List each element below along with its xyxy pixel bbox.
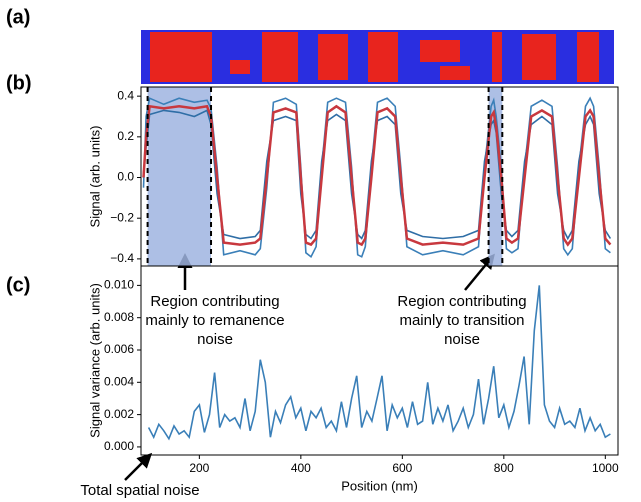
panel-label: (b) — [6, 72, 32, 94]
arrow — [124, 452, 153, 481]
y-tick-label: −0.4 — [110, 251, 134, 265]
y-axis-label: Signal (arb. units) — [87, 126, 102, 228]
series-line — [142, 109, 612, 241]
annotation: mainly to remanence — [145, 312, 284, 329]
y-tick-label: 0.4 — [117, 88, 134, 102]
x-tick-label: 1000 — [592, 461, 619, 475]
annotation: Region contributing — [150, 293, 279, 310]
x-tick-label: 200 — [189, 461, 209, 475]
axes-frame — [140, 265, 619, 456]
y-axis-label: Signal variance (arb. units) — [87, 283, 102, 438]
annotation: Region contributing — [397, 293, 526, 310]
y-tick-label: 0.2 — [117, 129, 134, 143]
grain-image — [141, 30, 614, 84]
region — [147, 87, 212, 266]
x-tick-label: 400 — [291, 461, 311, 475]
y-tick-label: 0.000 — [104, 439, 134, 453]
y-tick-label: 0.0 — [117, 170, 134, 184]
series-line — [142, 104, 612, 247]
region — [488, 87, 503, 266]
x-tick-label: 800 — [494, 461, 514, 475]
y-tick-label: 0.008 — [104, 310, 134, 324]
y-tick-label: 0.006 — [104, 342, 134, 356]
annotation: mainly to transition — [399, 312, 524, 329]
y-tick-label: 0.004 — [104, 374, 134, 388]
series-line — [147, 285, 611, 441]
annotation: noise — [197, 331, 233, 348]
y-tick-label: 0.002 — [104, 407, 134, 421]
annotation: noise — [444, 331, 480, 348]
annotation: Total spatial noise — [80, 482, 199, 499]
x-tick-label: 600 — [392, 461, 412, 475]
panel-label: (c) — [6, 274, 30, 296]
panel-label: (a) — [6, 6, 30, 28]
x-axis-label: Position (nm) — [341, 478, 418, 493]
y-tick-label: −0.2 — [110, 210, 134, 224]
y-tick-label: 0.010 — [104, 278, 134, 292]
